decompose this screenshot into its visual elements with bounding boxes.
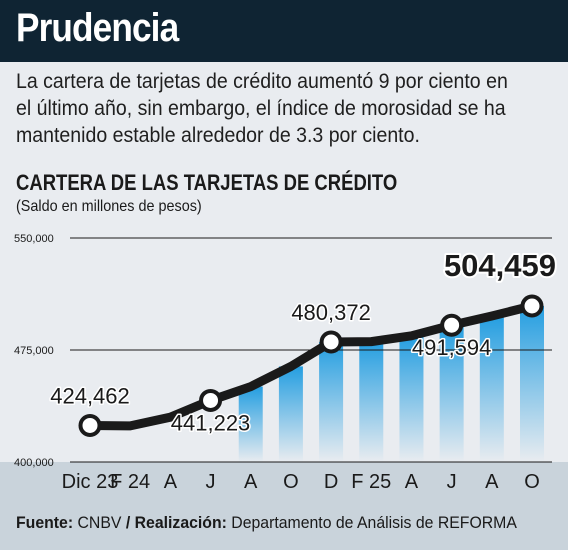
footer: Fuente: CNBV / Realización: Departamento… [0, 498, 568, 550]
area-bar [319, 341, 344, 462]
data-point [319, 330, 343, 354]
x-tick-label: A [244, 471, 258, 493]
area-bar [520, 306, 544, 462]
x-tick-label: A [164, 471, 178, 493]
data-point [520, 294, 544, 318]
data-label: 491,594 [412, 335, 492, 360]
page-title: Prudencia [16, 6, 179, 50]
data-label: 424,462 [50, 383, 130, 408]
x-tick-label: Dic 23 [62, 471, 119, 493]
y-tick-label: 550,000 [14, 233, 54, 245]
area-bar [479, 315, 504, 462]
source-value: CNBV [77, 513, 122, 532]
x-axis-band [0, 462, 568, 498]
credit-value: Departamento de Análisis de REFORMA [231, 513, 517, 532]
x-tick-label: A [485, 471, 499, 493]
x-tick-label: J [206, 471, 216, 493]
chart-title: CARTERA DE LAS TARJETAS DE CRÉDITO [16, 170, 398, 195]
x-tick-label: J [447, 471, 457, 493]
data-point [199, 388, 223, 412]
x-tick-label: F 25 [351, 471, 391, 493]
data-label: 480,372 [291, 300, 371, 325]
data-points [78, 294, 544, 437]
credit-label: Realización: [134, 513, 227, 532]
area-bar [278, 366, 303, 462]
footer-separator: / [125, 513, 131, 532]
area-bar [359, 341, 384, 462]
area-bar [238, 386, 263, 462]
area-bar [399, 335, 424, 462]
x-tick-label: D [324, 471, 338, 493]
x-tick-label: F 24 [110, 471, 150, 493]
chart-subtitle: (Saldo en millones de pesos) [16, 198, 202, 215]
data-labels: 424,462 441,223 480,372 491,594 504,459 [49, 246, 558, 437]
header-bar: Prudencia [0, 0, 568, 62]
x-tick-label: O [524, 471, 540, 493]
gridlines: 550,000 475,000 400,000 [14, 233, 552, 469]
data-label: 441,223 [171, 410, 251, 435]
y-tick-label: 400,000 [14, 457, 54, 469]
source-label: Fuente: [16, 513, 74, 532]
area-bar [439, 325, 464, 462]
data-label: 504,459 [444, 248, 556, 283]
data-point [440, 313, 464, 337]
x-axis-ticks: Dic 23F 24 A J A O D F 25 A J A O [62, 471, 540, 493]
x-tick-label: O [283, 471, 299, 493]
lede-text: La cartera de tarjetas de crédito aument… [16, 70, 508, 147]
x-tick-label: A [405, 471, 419, 493]
area-bars [238, 306, 544, 462]
footer-credits: Fuente: CNBV / Realización: Departamento… [16, 513, 517, 533]
y-tick-label: 475,000 [14, 345, 54, 357]
data-point [78, 413, 102, 437]
